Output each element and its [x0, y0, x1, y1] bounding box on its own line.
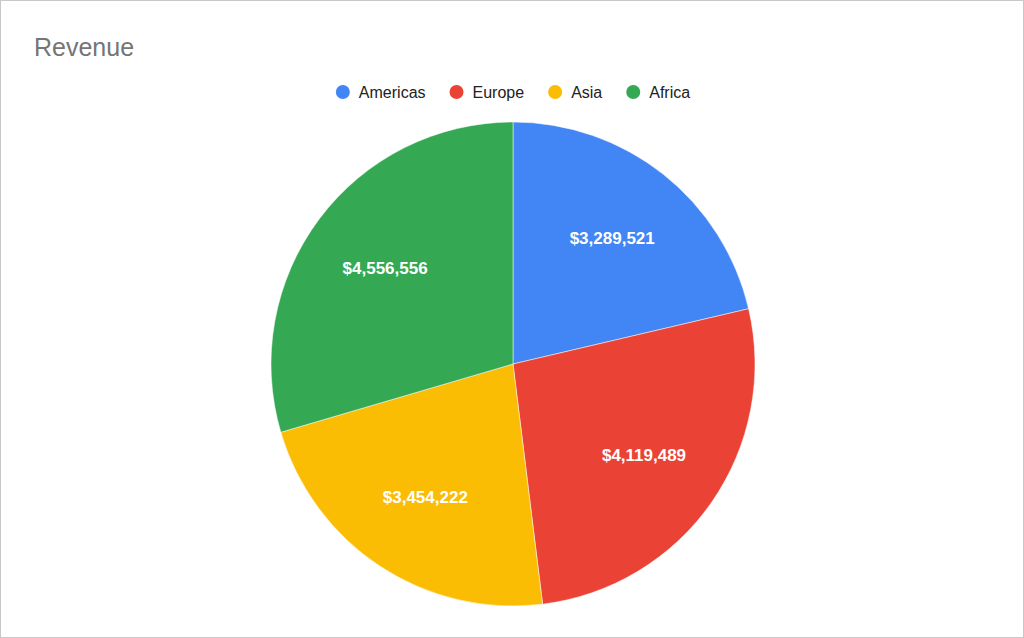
pie-slice [271, 122, 513, 432]
legend: Americas Europe Asia Africa [336, 84, 690, 101]
legend-item: Europe [450, 84, 525, 101]
legend-item: Asia [548, 84, 602, 101]
legend-item: Americas [336, 84, 426, 101]
data-label: $4,556,556 [343, 259, 428, 278]
slices [271, 122, 755, 606]
chart-frame [1, 1, 1024, 638]
data-labels: $3,289,521 $4,119,489 $3,454,222 $4,556,556 [343, 229, 687, 507]
legend-marker [548, 85, 562, 99]
legend-marker [450, 85, 464, 99]
legend-item: Africa [626, 84, 690, 101]
legend-label: Americas [359, 84, 426, 101]
pie-slice [513, 309, 755, 604]
legend-label: Africa [649, 84, 690, 101]
legend-label: Europe [473, 84, 525, 101]
legend-label: Asia [571, 84, 602, 101]
chart: Revenue Americas Europe Asia Africa $3,289,52… [0, 0, 1024, 638]
title: Revenue [34, 33, 134, 61]
data-label: $4,119,489 [602, 446, 686, 465]
legend-marker [336, 85, 350, 99]
data-label: $3,289,521 [570, 229, 655, 248]
legend-marker [626, 85, 640, 99]
data-label: $3,454,222 [383, 488, 468, 507]
